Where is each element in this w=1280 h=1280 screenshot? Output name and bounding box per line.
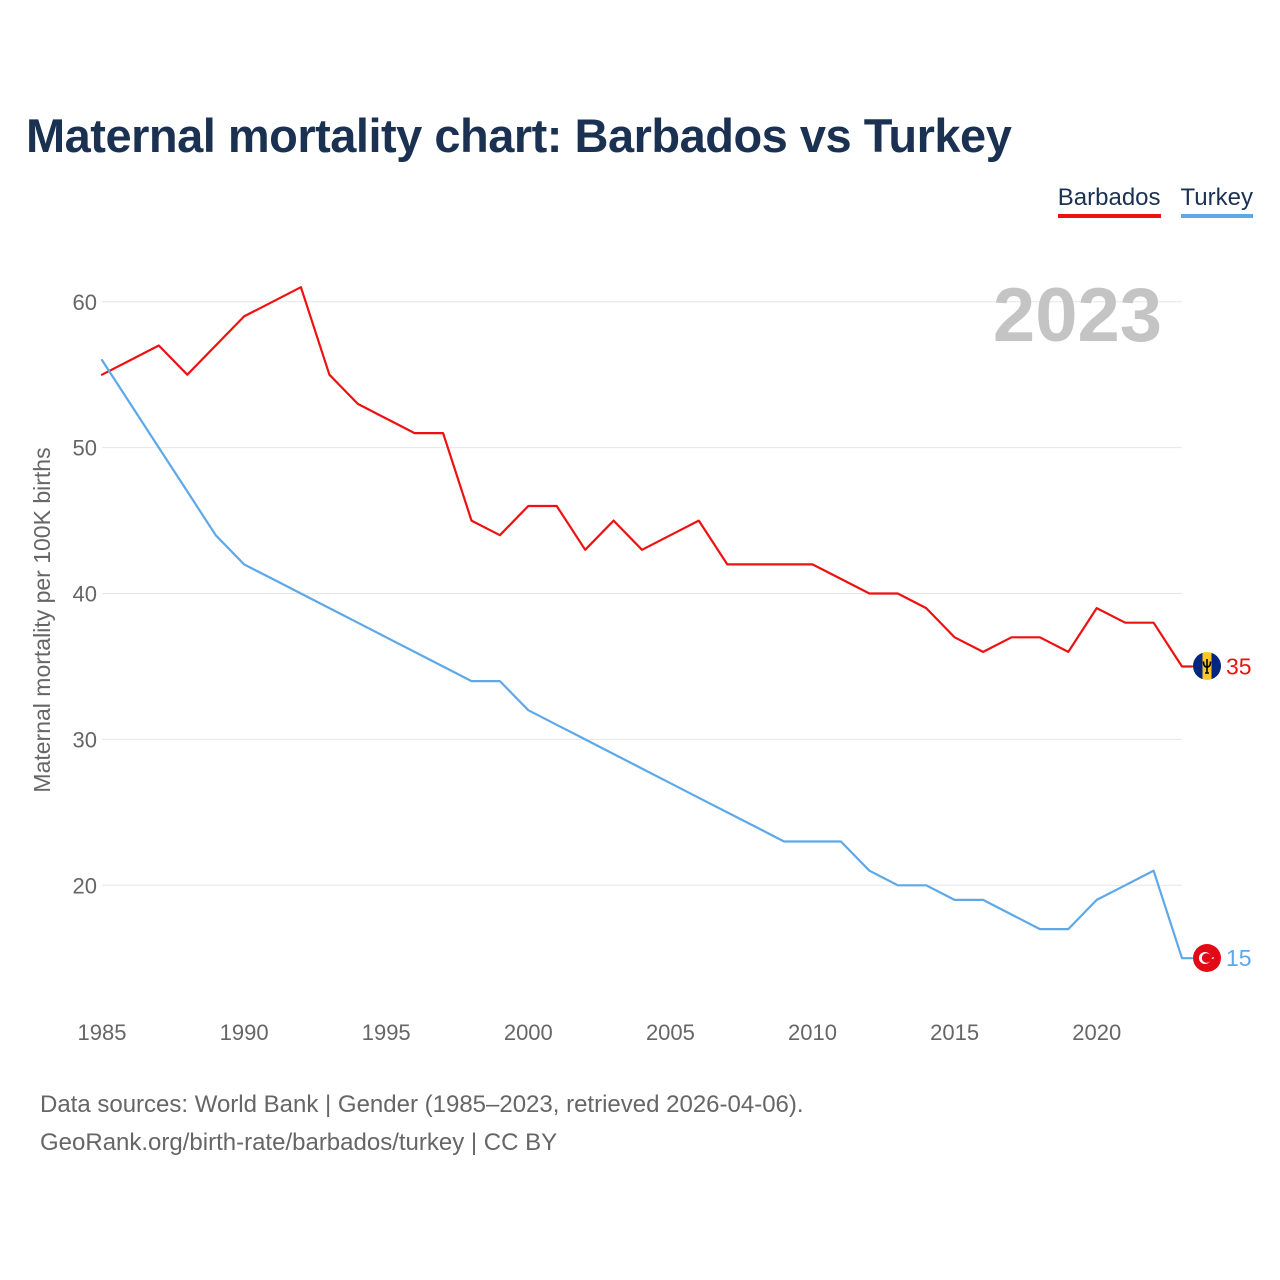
y-tick-label-30: 30 — [73, 727, 97, 752]
year-label: 2023 — [992, 273, 1162, 358]
turkey-flag-icon — [1193, 944, 1221, 973]
footer: Data sources: World Bank | Gender (1985–… — [40, 1086, 804, 1162]
legend-item-turkey[interactable]: Turkey — [1180, 184, 1253, 218]
legend: Barbados Turkey — [1057, 184, 1253, 218]
chart-title: Maternal mortality chart: Barbados vs Tu… — [26, 109, 1012, 162]
footer-sources: Data sources: World Bank | Gender (1985–… — [40, 1091, 804, 1118]
x-tick-label-2005: 2005 — [646, 1020, 695, 1045]
x-tick-label-1995: 1995 — [362, 1020, 411, 1045]
x-tick-label-2015: 2015 — [930, 1020, 979, 1045]
x-tick-label-1985: 1985 — [78, 1020, 127, 1045]
y-tick-label-50: 50 — [73, 436, 97, 461]
footer-link[interactable]: GeoRank.org/birth-rate/barbados/turkey |… — [40, 1129, 558, 1156]
y-axis-label: Maternal mortality per 100K births — [29, 447, 55, 792]
y-tick-label-20: 20 — [73, 873, 97, 898]
legend-item-barbados[interactable]: Barbados — [1057, 184, 1161, 218]
y-tick-label-40: 40 — [73, 582, 97, 607]
barbados-flag-icon — [1193, 652, 1221, 681]
x-tick-label-2010: 2010 — [788, 1020, 837, 1045]
series-line-barbados — [100, 286, 1194, 668]
x-tick-label-1990: 1990 — [220, 1020, 269, 1045]
series-line-turkey — [100, 359, 1194, 960]
x-tick-label-2020: 2020 — [1072, 1020, 1121, 1045]
end-label-turkey: 15 — [1226, 945, 1252, 971]
y-tick-label-60: 60 — [73, 290, 97, 315]
line-chart: 20 30 40 50 60 1985 1990 1995 2000 2005 2010 2015 20… — [29, 286, 1252, 1045]
x-tick-label-2000: 2000 — [504, 1020, 553, 1045]
end-label-barbados: 35 — [1226, 653, 1252, 679]
